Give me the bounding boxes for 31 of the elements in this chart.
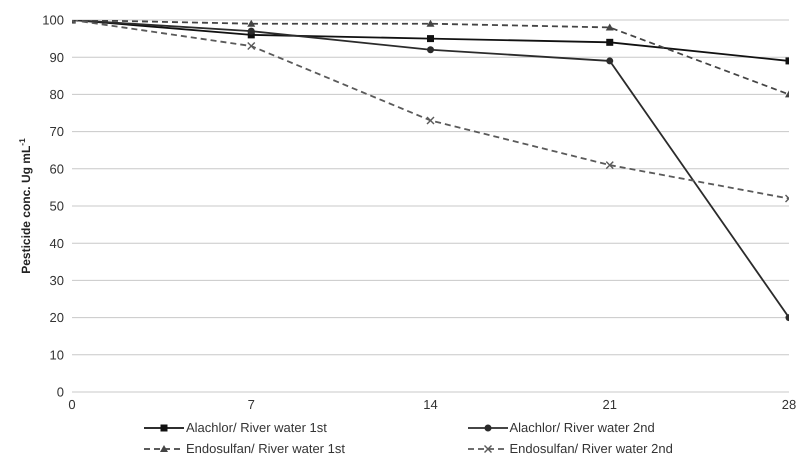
- point: [606, 57, 614, 64]
- y-tick-label: 60: [50, 161, 64, 176]
- y-tick-label: 90: [50, 50, 64, 65]
- legend-label: Alachlor/ River water 1st: [186, 420, 327, 435]
- x-tick-label: 21: [602, 397, 617, 412]
- x-tick-label: 28: [782, 397, 796, 412]
- y-tick-label: 50: [50, 198, 64, 214]
- point: [606, 161, 614, 170]
- x-tick-label: 0: [68, 397, 76, 412]
- y-tick-label: 0: [56, 384, 64, 400]
- point: [606, 23, 614, 30]
- point: [427, 46, 434, 54]
- y-tick-label: 80: [50, 87, 64, 102]
- point: [606, 38, 614, 46]
- y-tick-label: 100: [42, 12, 64, 28]
- legend-label: Alachlor/ River water 2nd: [510, 420, 655, 435]
- point: [426, 116, 434, 124]
- y-tick-label: 70: [50, 124, 64, 140]
- y-tick-label: 40: [50, 236, 64, 251]
- point: [248, 28, 255, 35]
- point: [426, 20, 434, 27]
- legend-label: Endosulfan/ River water 1st: [186, 441, 345, 456]
- legend-label: Endosulfan/ River water 2nd: [510, 441, 673, 456]
- point: [247, 20, 256, 27]
- x-tick-label: 14: [423, 397, 438, 412]
- y-tick-label: 10: [50, 347, 64, 362]
- y-tick-label: 30: [50, 273, 64, 288]
- point: [427, 35, 434, 42]
- point: [247, 42, 256, 50]
- y-tick-label: 20: [50, 310, 64, 326]
- x-tick-label: 7: [248, 397, 255, 412]
